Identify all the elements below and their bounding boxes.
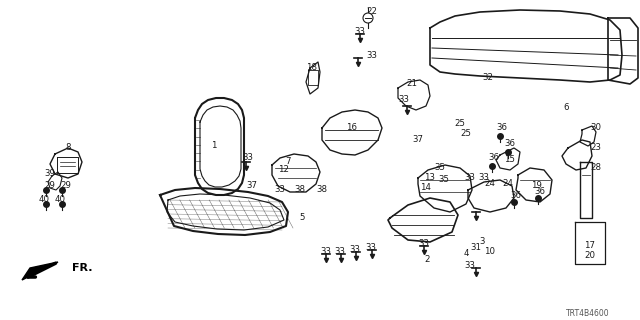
Text: 6: 6 [563,103,569,113]
Text: 33: 33 [367,52,378,60]
Text: 15: 15 [504,156,515,164]
Text: 23: 23 [591,143,602,153]
Text: 37: 37 [246,181,257,190]
Text: 35: 35 [438,175,449,185]
Text: 32: 32 [483,74,493,83]
Text: 36: 36 [504,140,515,148]
Text: 33: 33 [399,95,410,105]
Text: 25: 25 [461,130,472,139]
Text: 30: 30 [591,124,602,132]
Text: 40: 40 [38,196,49,204]
Text: 36: 36 [488,154,499,163]
Text: 37: 37 [413,135,424,145]
Text: 33: 33 [479,173,490,182]
Text: 17: 17 [584,241,595,250]
Text: 36: 36 [497,124,508,132]
Text: 2: 2 [424,255,429,265]
Text: 1: 1 [211,141,217,150]
Text: 33: 33 [349,245,360,254]
Text: 21: 21 [406,79,417,89]
Text: 24: 24 [484,180,495,188]
Text: 22: 22 [367,7,378,17]
Text: 18: 18 [307,63,317,73]
Text: 24: 24 [502,180,513,188]
Text: 38: 38 [294,186,305,195]
Text: 10: 10 [484,247,495,257]
Text: 3: 3 [479,237,484,246]
Text: 33: 33 [335,247,346,257]
Text: 29: 29 [61,181,72,190]
Text: 14: 14 [420,183,431,193]
Circle shape [363,13,373,23]
Text: 33: 33 [243,154,253,163]
Text: 13: 13 [424,173,435,182]
Text: 38: 38 [317,186,328,195]
Text: 33: 33 [465,173,476,182]
Text: FR.: FR. [72,263,93,273]
Polygon shape [22,262,58,280]
Text: 25: 25 [454,119,465,129]
Text: 40: 40 [54,196,65,204]
Text: 8: 8 [65,143,71,153]
Text: 33: 33 [419,239,429,249]
Text: 12: 12 [278,165,289,174]
Text: 7: 7 [285,156,291,165]
Text: 33: 33 [355,28,365,36]
Text: 31: 31 [470,244,481,252]
Text: 4: 4 [463,250,468,259]
Text: 28: 28 [591,164,602,172]
Text: 19: 19 [531,180,541,189]
Text: 29: 29 [45,181,56,190]
Text: 5: 5 [300,213,305,222]
Text: 33: 33 [275,186,285,195]
Text: 36: 36 [511,191,522,201]
Text: 16: 16 [346,124,358,132]
Text: 33: 33 [365,244,376,252]
Text: 33: 33 [321,247,332,257]
Text: 39: 39 [45,170,56,179]
Text: 20: 20 [584,251,595,260]
Text: 35: 35 [435,164,445,172]
Text: 33: 33 [465,261,476,270]
Text: 36: 36 [534,188,545,196]
Text: TRT4B4600: TRT4B4600 [566,309,610,318]
